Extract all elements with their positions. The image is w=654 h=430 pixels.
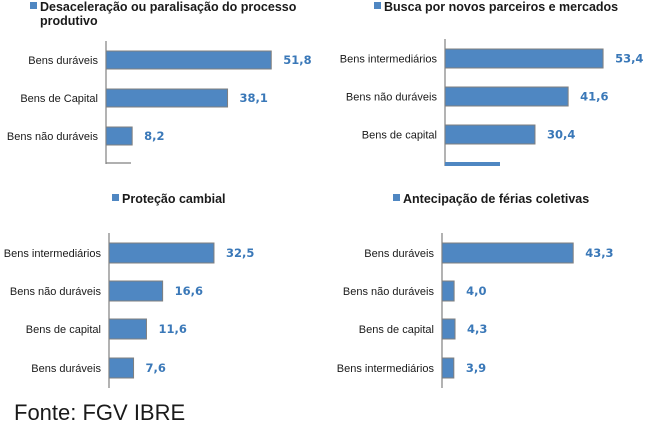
category-label: Bens de capital: [26, 324, 101, 336]
value-label: 41,6: [580, 90, 608, 104]
value-label: 8,2: [144, 129, 164, 143]
bar: [444, 48, 604, 69]
chart-title: Desaceleração ou paralisação do processo: [40, 0, 297, 14]
category-label: Bens não duráveis: [346, 92, 438, 104]
source-note: Fonte: FGV IBRE: [14, 400, 186, 425]
value-label: 11,6: [158, 322, 186, 336]
bar: [105, 50, 272, 70]
category-label: Bens duráveis: [28, 55, 98, 67]
chart-title: Antecipação de férias coletivas: [403, 192, 589, 206]
bar: [105, 126, 133, 146]
bar: [444, 124, 536, 145]
category-label: Bens de capital: [362, 130, 437, 142]
legend-marker: [393, 194, 400, 201]
value-label: 4,0: [466, 284, 486, 298]
category-label: Bens de Capital: [20, 93, 98, 105]
category-label: Bens intermediários: [337, 363, 435, 375]
legend-marker: [30, 2, 37, 9]
bar: [441, 242, 574, 264]
value-label: 32,5: [226, 246, 254, 260]
category-label: Bens intermediários: [340, 54, 438, 66]
category-label: Bens de capital: [359, 324, 434, 336]
category-label: Bens não duráveis: [343, 286, 435, 298]
value-label: 4,3: [467, 322, 487, 336]
value-label: 16,6: [175, 284, 203, 298]
category-label: Bens não duráveis: [10, 286, 102, 298]
cropped-bar: [445, 162, 500, 166]
value-label: 51,8: [283, 53, 311, 67]
chart-title: Proteção cambial: [122, 192, 226, 206]
bar: [108, 318, 147, 340]
value-label: 30,4: [547, 128, 575, 142]
legend-marker: [112, 194, 119, 201]
chart-title: Busca por novos parceiros e mercados: [384, 0, 618, 14]
value-label: 53,4: [615, 52, 643, 66]
bar: [108, 357, 135, 379]
category-label: Bens intermediários: [4, 248, 102, 260]
value-label: 3,9: [466, 361, 486, 375]
bar: [444, 86, 569, 107]
bar: [108, 242, 215, 264]
value-label: 38,1: [240, 91, 268, 105]
bar: [441, 318, 456, 340]
bar: [441, 280, 455, 302]
category-label: Bens não duráveis: [7, 131, 99, 143]
value-label: 7,6: [146, 361, 166, 375]
bar: [441, 357, 455, 379]
chart-title-line2: produtivo: [40, 14, 98, 28]
bar: [105, 88, 229, 108]
bar: [108, 280, 164, 302]
legend-marker: [374, 2, 381, 9]
category-label: Bens duráveis: [364, 248, 434, 260]
category-label: Bens duráveis: [31, 363, 101, 375]
value-label: 43,3: [585, 246, 613, 260]
